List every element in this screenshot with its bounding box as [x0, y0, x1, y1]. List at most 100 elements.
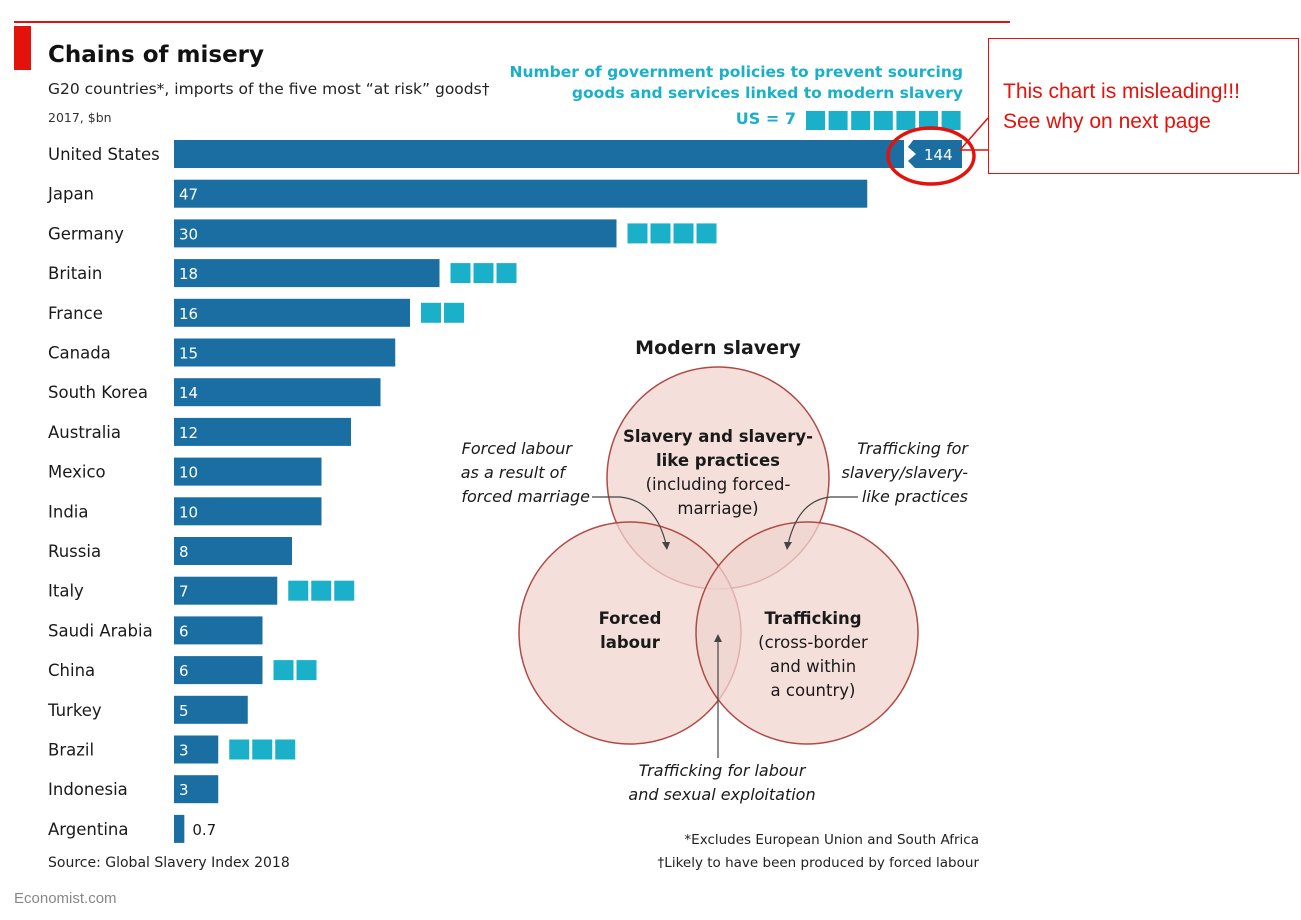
policy-heading-line1: Number of government policies to prevent… [509, 63, 964, 81]
bar-value-label: 6 [179, 622, 189, 640]
policy-square [296, 660, 317, 681]
venn-ann-left-arrowhead [662, 542, 670, 550]
policy-square [627, 223, 648, 244]
country-label: France [48, 304, 103, 323]
venn-top-line1: Slavery and slavery- [623, 427, 813, 446]
country-label: Canada [48, 344, 111, 363]
bar [174, 656, 263, 685]
policy-legend-heading: Number of government policies to prevent… [510, 62, 964, 104]
policy-heading-line2: goods and services linked to modern slav… [571, 84, 963, 102]
callout-line2: See why on next page [1003, 110, 1211, 133]
country-label: Russia [48, 542, 101, 561]
policy-square [650, 223, 671, 244]
bar [174, 338, 396, 367]
venn-ann-right-line3: like practices [862, 487, 968, 506]
bar-value-label: 15 [179, 345, 198, 363]
bar [174, 417, 351, 446]
venn-left-line2: labour [600, 633, 661, 652]
policy-square [496, 263, 517, 284]
venn-ann-right-arrowhead [784, 542, 792, 550]
bar-value-label: 0.7 [192, 821, 216, 839]
venn-top-line4: marriage) [677, 499, 758, 518]
country-label: Mexico [48, 463, 106, 482]
bar [174, 814, 185, 843]
bar [174, 219, 617, 248]
policy-square [473, 263, 494, 284]
venn-ann-bottom-line1: Trafficking for labour [639, 761, 807, 780]
bar-value-label: 5 [179, 702, 189, 720]
bar-value-label: 8 [179, 543, 189, 561]
policy-square [696, 223, 717, 244]
us-policy-square [851, 111, 871, 130]
bar [174, 616, 263, 645]
bar-value-label: 30 [179, 225, 198, 243]
country-label: Saudi Arabia [48, 621, 153, 640]
venn-ann-left-line2: as a result of [461, 463, 568, 482]
country-label: Indonesia [48, 780, 128, 799]
venn-ann-left-line1: Forced labour [462, 439, 574, 458]
policy-square [673, 223, 694, 244]
economist-brand: Economist.com [14, 890, 117, 907]
bar-value-label: 12 [179, 424, 198, 442]
source-note: Source: Global Slavery Index 2018 [48, 855, 290, 871]
bar [174, 259, 440, 288]
callout-connector-2 [959, 117, 989, 151]
axis-break-mark [904, 139, 916, 169]
bar [174, 576, 278, 605]
venn-left-line1: Forced [599, 609, 662, 628]
bar [174, 179, 868, 208]
bar-value-label: 47 [179, 186, 198, 204]
us-policy-label: US = 7 [735, 109, 796, 128]
bar [174, 537, 292, 565]
policy-square [334, 580, 355, 601]
policy-square [311, 580, 332, 601]
brand-red-tag [14, 26, 31, 70]
policy-square [450, 263, 471, 284]
bar [174, 457, 322, 486]
venn-ann-bottom-line2: and sexual exploitation [628, 785, 815, 804]
misleading-callout: This chart is misleading!!! See why on n… [988, 38, 1299, 174]
country-label: Germany [48, 224, 124, 243]
country-label: Turkey [47, 701, 102, 720]
bar [174, 298, 410, 327]
chart-unit: 2017, $bn [48, 110, 112, 125]
policy-square [229, 739, 250, 760]
country-label: Italy [48, 582, 84, 601]
venn-right-line3: and within [770, 657, 856, 676]
venn-circle-right [695, 521, 919, 745]
venn-top-line3: (including forced- [646, 475, 791, 494]
venn-right-line4: a country) [771, 681, 856, 700]
venn-diagram: Modern slavery Slavery and slavery- like… [461, 337, 970, 804]
country-label: India [48, 502, 89, 521]
bar [174, 695, 248, 724]
venn-ann-left-arrow [592, 496, 667, 545]
bar-value-label: 3 [179, 781, 189, 799]
country-label: Britain [48, 264, 102, 283]
venn-right-line2: (cross-border [758, 633, 868, 652]
policy-square [275, 739, 296, 760]
policy-square [444, 302, 464, 323]
country-label: United States [48, 145, 160, 164]
policy-square [273, 660, 294, 681]
us-policy-squares [806, 111, 961, 130]
bar-value-label: 10 [179, 464, 198, 482]
us-policy-square [941, 111, 961, 130]
country-label: South Korea [48, 383, 148, 402]
bar [174, 140, 962, 168]
us-policy-square [828, 111, 848, 130]
us-value-circle [886, 126, 976, 186]
bar-value-label: 7 [179, 583, 189, 601]
us-highlight [886, 117, 989, 186]
top-rule [14, 21, 1010, 23]
venn-ann-right-line2: slavery/slavery- [842, 463, 969, 482]
bars-layer: United States 144 Japan 47 Germany 30 Britain 1… [47, 139, 962, 843]
venn-ann-bottom-arrowhead [714, 634, 722, 642]
venn-title: Modern slavery [635, 337, 801, 359]
bar [174, 378, 381, 407]
policy-square [252, 739, 273, 760]
bar-value-label: 3 [179, 742, 189, 760]
country-label: Brazil [48, 741, 94, 760]
us-policy-square [896, 111, 916, 130]
country-label: Argentina [48, 820, 129, 839]
